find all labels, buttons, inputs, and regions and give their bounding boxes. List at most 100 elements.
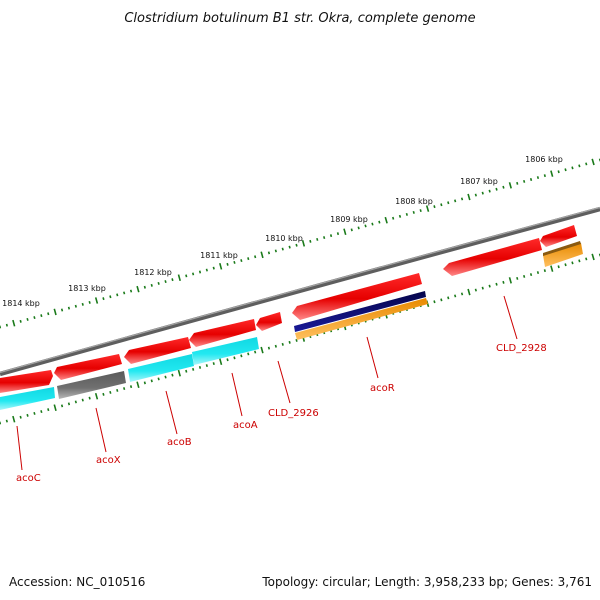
outer-ring-minor-tick [123,291,126,295]
gene-arrow-top-right[interactable] [540,225,577,247]
feature-track [0,241,583,410]
outer-ring-minor-tick [102,297,105,301]
outer-ring-major-tick [301,239,306,247]
inner-ring-minor-tick [60,404,64,408]
outer-ring-minor-tick [460,197,464,201]
leader-acoA [231,372,243,417]
scale-labels: 1814 kbp 1813 kbp 1812 kbp 1811 kbp 1810 kbp… [2,155,563,308]
inner-ring-minor-tick [171,373,174,377]
inner-ring-major-tick [94,392,99,400]
scale-label: 1812 kbp [134,268,172,277]
outer-ring-minor-tick [247,257,250,261]
gene-arrow-acoA[interactable] [189,319,256,347]
inner-ring-minor-tick [585,257,588,261]
leader-acoC [16,425,23,471]
outer-ring-minor-tick [171,278,174,282]
inner-ring-minor-tick [212,362,215,366]
inner-ring-minor-tick [536,271,540,275]
outer-ring-minor-tick [60,308,64,312]
outer-ring-minor-tick [240,259,243,263]
outer-ring-minor-tick [267,251,271,255]
feature-gray-acoX [57,371,126,399]
inner-ring-minor-tick [481,286,484,290]
outer-ring-minor-tick [419,209,422,213]
outer-ring-minor-tick [502,185,505,189]
inner-ring-minor-tick [295,338,298,342]
outer-ring-minor-tick [323,236,326,240]
outer-ring-minor-tick [440,203,443,207]
gene-arrow-CLD_2926[interactable] [256,312,282,331]
gene-arrow-acoB[interactable] [124,337,191,364]
gene-arrow-CLD_2928[interactable] [443,238,542,276]
inner-ring-minor-tick [109,390,112,394]
inner-ring-minor-tick [74,400,77,404]
inner-ring-minor-tick [88,396,91,400]
outer-ring-minor-tick [150,283,153,287]
scale-label: 1813 kbp [68,284,106,293]
outer-ring-minor-tick [67,306,71,310]
outer-ring-minor-tick [295,243,298,247]
gene-label-acoA[interactable]: acoA [233,420,258,431]
map-title: Clostridium botulinum B1 str. Okra, comp… [124,11,475,26]
inner-ring-major-tick [260,346,264,354]
inner-ring-minor-tick [502,280,505,284]
gene-label-acoC[interactable]: acoC [16,473,41,484]
gene-arrow-acoR[interactable] [292,273,422,320]
inner-ring-minor-tick [102,392,105,396]
gene-label-acoX[interactable]: acoX [96,455,121,466]
inner-ring-minor-tick [116,388,119,392]
feature-cyan-acoB [128,354,194,382]
outer-ring-minor-tick [47,312,50,316]
inner-ring-minor-tick [557,265,560,269]
feature-cyan-acoA [192,337,259,365]
gene-labels: acoC acoX acoB acoA CLD_2926 acoR CLD_29… [16,295,547,484]
gene-arrow-acoC[interactable] [0,370,53,393]
outer-ring-minor-tick [529,177,533,182]
outer-ring-minor-tick [536,176,540,180]
inner-ring-major-tick [550,265,554,272]
inner-ring-minor-tick [198,366,202,369]
inner-ring-minor-tick [81,398,84,402]
outer-ring-minor-tick [357,226,360,230]
leader-acoB [165,390,178,435]
scale-label: 1808 kbp [395,197,433,206]
inner-ring-minor-tick [5,419,8,423]
scale-label: 1814 kbp [2,299,40,308]
inner-ring-minor-tick [143,381,146,385]
gene-arrow-acoX[interactable] [54,354,122,380]
outer-ring-major-tick [53,308,57,316]
outer-ring-minor-tick [585,162,588,166]
outer-ring-minor-tick [578,164,581,168]
inner-ring-minor-tick [440,298,443,302]
outer-ring-minor-tick [543,174,546,178]
scale-label: 1807 kbp [460,177,498,186]
scale-label: 1806 kbp [525,155,563,164]
outer-ring-minor-tick [226,262,229,266]
feature-orange-top-right [543,243,583,267]
inner-ring-major-tick [467,288,471,296]
leader-CLD_2926 [277,360,291,404]
feature-brown-top-right [543,241,581,256]
inner-ring-minor-tick [571,261,574,265]
inner-ring-minor-tick [488,284,491,288]
gene-label-acoB[interactable]: acoB [167,437,192,448]
gene-label-CLD_2928[interactable]: CLD_2928 [496,343,547,354]
outer-ring-minor-tick [316,237,319,241]
leader-acoX [95,407,107,453]
gene-label-CLD_2926[interactable]: CLD_2926 [268,408,319,419]
outer-ring-major-tick [384,216,388,224]
inner-ring-minor-tick [274,344,277,348]
inner-ring-minor-tick [447,296,450,300]
inner-ring-minor-tick [205,364,208,368]
inner-ring-minor-tick [288,340,291,344]
gene-label-acoR[interactable]: acoR [370,383,395,394]
feature-cyan-acoC [0,387,55,410]
outer-ring-minor-tick [19,319,22,323]
inner-ring-minor-tick [454,294,457,298]
outer-ring-minor-tick [447,201,450,205]
outer-ring-minor-tick [364,224,367,228]
inner-ring-major-tick [136,381,140,389]
outer-ring-minor-tick [495,187,498,191]
inner-ring-minor-tick [19,415,22,419]
inner-ring-minor-tick [523,274,526,278]
